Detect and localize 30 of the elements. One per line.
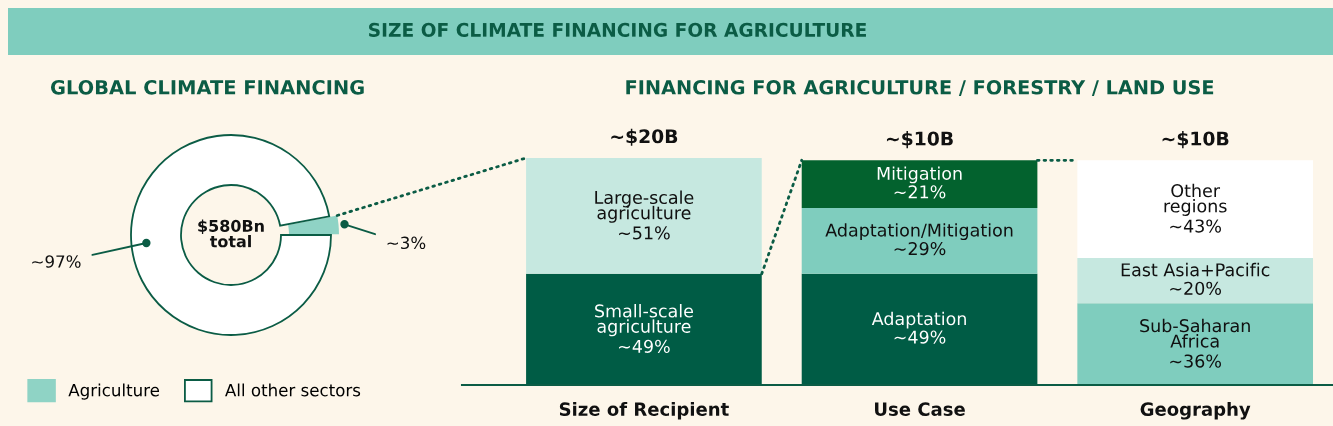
annotation: ~$20B: [611, 128, 678, 146]
series-label: Mitigation: [877, 166, 962, 184]
series-label: East Asia+Pacific: [1121, 262, 1270, 277]
series-label: Sub-Saharan Africa: [1140, 318, 1250, 348]
text: $580Bn total: [198, 219, 264, 248]
data-label: ~21%: [894, 185, 946, 199]
data-label: ~49%: [894, 330, 946, 344]
annotation: ~$10B: [886, 131, 953, 149]
data-label: ~43%: [1170, 219, 1221, 233]
data-label: ~3%: [387, 236, 426, 250]
chart-title: FINANCING FOR AGRICULTURE / FORESTRY / LAND USE: [626, 80, 1214, 97]
series-label: Other regions: [1164, 183, 1227, 216]
data-label: ~51%: [618, 226, 670, 240]
legend-label: All other sectors: [225, 383, 361, 397]
chart-title: GLOBAL CLIMATE FINANCING: [50, 79, 364, 95]
series-label: Adaptation/Mitigation: [825, 223, 1013, 241]
data-label: ~36%: [1170, 354, 1221, 368]
data-label: ~49%: [618, 339, 670, 353]
x-tick-label: Geography: [1140, 402, 1251, 420]
legend-label: Agriculture: [68, 383, 160, 400]
series-label: Adaptation: [871, 311, 966, 329]
data-label: ~20%: [1170, 281, 1221, 295]
x-tick-label: Use Case: [875, 402, 965, 416]
annotation: ~$10B: [1162, 131, 1229, 149]
data-label: ~97%: [32, 255, 81, 268]
series-label: Large-scale agriculture: [595, 190, 694, 223]
data-label: ~29%: [894, 241, 946, 256]
x-tick-label: Size of Recipient: [559, 402, 729, 420]
series-label: Small-scale agriculture: [595, 304, 693, 337]
text: SIZE OF CLIMATE FINANCING FOR AGRICULTURE: [369, 22, 866, 37]
